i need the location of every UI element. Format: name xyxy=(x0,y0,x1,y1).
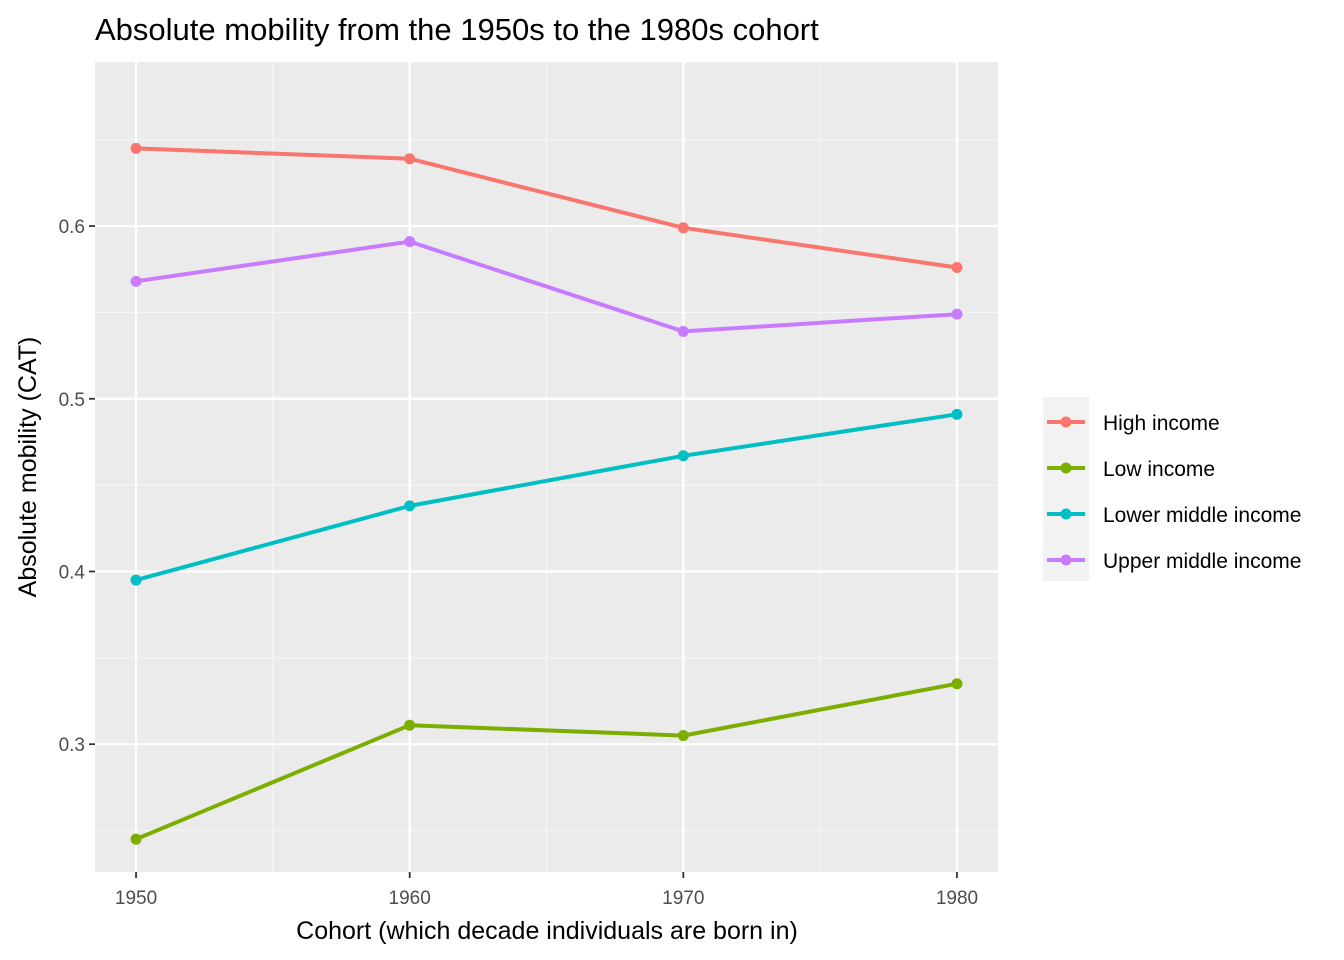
data-point-low-income xyxy=(130,833,142,845)
y-axis: 0.3 0.4 0.5 0.6 xyxy=(59,217,95,756)
legend-key-background xyxy=(1043,397,1089,581)
y-tick-label: 0.6 xyxy=(59,217,85,238)
chart-title: Absolute mobility from the 1950s to the … xyxy=(95,12,819,47)
legend-key-point xyxy=(1060,462,1072,474)
data-point-upper-middle-income xyxy=(951,308,963,320)
series-low-income xyxy=(130,678,963,845)
data-point-lower-middle-income xyxy=(951,408,963,420)
legend-label: High income xyxy=(1103,412,1220,435)
data-point-upper-middle-income xyxy=(404,236,416,248)
data-point-high-income xyxy=(404,153,416,165)
x-tick-label: 1950 xyxy=(115,888,157,909)
legend-item-high-income: High income xyxy=(1047,412,1220,435)
data-point-lower-middle-income xyxy=(130,574,142,586)
y-axis-title: Absolute mobility (CAT) xyxy=(14,337,42,598)
x-tick-label: 1980 xyxy=(936,888,978,909)
data-point-high-income xyxy=(677,222,689,234)
x-tick-label: 1970 xyxy=(662,888,704,909)
legend-item-upper-middle-income: Upper middle income xyxy=(1047,550,1301,573)
series-line-upper-middle-income xyxy=(135,239,958,334)
data-point-upper-middle-income xyxy=(130,275,142,287)
legend-key-point xyxy=(1060,554,1072,566)
minor-gridlines xyxy=(95,62,998,872)
y-tick-label: 0.4 xyxy=(59,562,86,583)
x-axis-title: Cohort (which decade individuals are bor… xyxy=(296,917,798,945)
series-upper-middle-income xyxy=(130,236,963,337)
series-line-lower-middle-income xyxy=(135,412,958,583)
data-point-low-income xyxy=(677,730,689,742)
series-line-low-income xyxy=(135,681,958,842)
legend-key-point xyxy=(1060,416,1072,428)
legend-key-point xyxy=(1060,508,1072,520)
x-axis: 1950 1960 1970 1980 xyxy=(115,872,978,909)
legend-item-low-income: Low income xyxy=(1047,458,1215,481)
data-point-high-income xyxy=(130,142,142,154)
series-line-high-income xyxy=(135,146,958,270)
legend-label: Lower middle income xyxy=(1103,504,1301,527)
series-high-income xyxy=(130,142,963,274)
series-layer xyxy=(130,142,963,845)
legend-label: Low income xyxy=(1103,458,1215,481)
legend-item-lower-middle-income: Lower middle income xyxy=(1047,504,1301,527)
legend: High income Low income Lower middle income… xyxy=(1043,397,1301,581)
data-point-lower-middle-income xyxy=(404,500,416,512)
y-tick-label: 0.3 xyxy=(59,735,85,756)
data-point-high-income xyxy=(951,262,963,274)
legend-label: Upper middle income xyxy=(1103,550,1301,573)
major-gridlines xyxy=(95,62,998,872)
x-tick-label: 1960 xyxy=(389,888,431,909)
y-tick-label: 0.5 xyxy=(59,390,85,411)
data-point-low-income xyxy=(951,678,963,690)
data-point-lower-middle-income xyxy=(677,450,689,462)
data-point-low-income xyxy=(404,719,416,731)
series-lower-middle-income xyxy=(130,408,963,586)
data-point-upper-middle-income xyxy=(677,325,689,337)
